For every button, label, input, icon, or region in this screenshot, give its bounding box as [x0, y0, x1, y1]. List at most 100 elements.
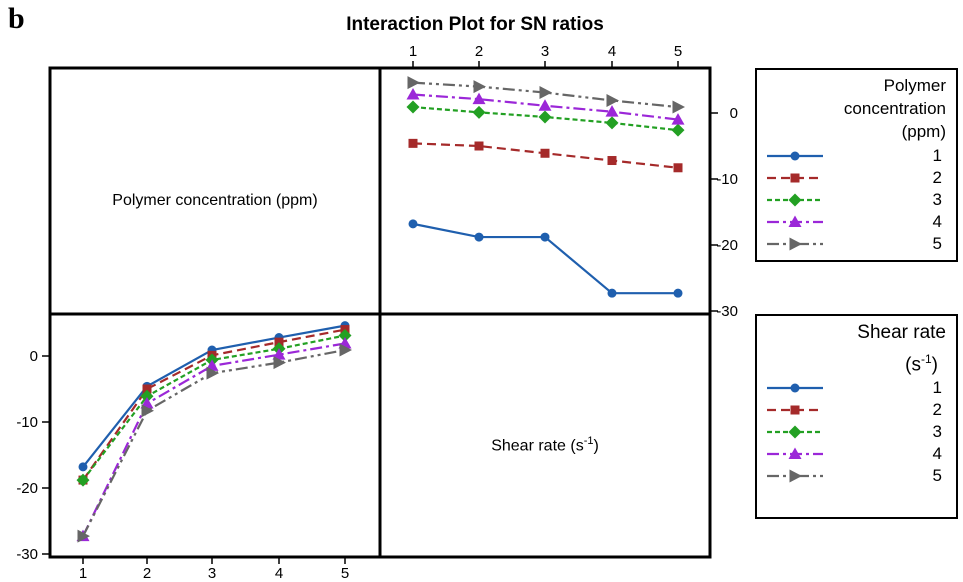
data-point-1 [408, 219, 418, 229]
top-right-panel: 1 2 3 4 5 0 -10 -20 -30 [406, 43, 738, 320]
legend-polymer-title-line: concentration [843, 99, 946, 118]
legend-label: 4 [932, 212, 942, 231]
y-tick-label: -10 [716, 171, 738, 188]
data-point-3 [605, 116, 619, 130]
legend-entry: 5 [757, 466, 956, 486]
legend-polymer-title: Polymer concentration (ppm) [844, 74, 946, 143]
data-point-4 [671, 113, 685, 125]
data-point-1 [607, 288, 617, 298]
data-point-2 [274, 337, 284, 347]
legend-shear-title-sup: -1 [921, 352, 932, 366]
legend-entry: 4 [757, 212, 956, 232]
y-tick-label: -20 [716, 237, 738, 254]
legend-marker [788, 425, 802, 439]
legend-swatch [767, 469, 823, 483]
x-tick-label: 1 [409, 43, 417, 60]
legend-shear-title: Shear rate (s-1) [857, 320, 946, 378]
data-point-1 [673, 288, 683, 298]
series-line-5 [412, 81, 679, 109]
legend-swatch [767, 151, 823, 161]
bottom-left-panel: 1 2 3 4 5 0 -10 -20 -30 [16, 321, 352, 582]
data-point-4 [605, 105, 619, 117]
data-point-2 [474, 141, 484, 151]
data-point-2 [408, 138, 418, 148]
legend-swatch [767, 425, 823, 439]
legend-entry: 3 [757, 422, 956, 442]
legend-marker [789, 237, 802, 251]
y-tick-label: -30 [716, 303, 738, 320]
polymer-diagonal-label: Polymer concentration (ppm) [112, 192, 318, 209]
legend-swatch [767, 237, 823, 251]
y-tick-label: -30 [16, 546, 38, 563]
legend-shear-title-close: ) [931, 354, 938, 376]
data-point-3 [406, 100, 420, 114]
data-point-5 [606, 93, 619, 107]
legend-marker [788, 215, 802, 227]
legend-polymer: Polymer concentration (ppm) 1 2 3 4 5 [755, 68, 958, 262]
legend-swatch [767, 215, 823, 227]
legend-label: 3 [932, 422, 942, 441]
shear-label-main: Shear rate (s [491, 437, 584, 455]
data-point-4 [406, 88, 420, 100]
x-tick-label: 2 [143, 565, 151, 582]
series-line-5 [82, 348, 346, 537]
data-point-3 [76, 473, 90, 487]
data-point-3 [338, 329, 352, 343]
x-tick-label: 4 [275, 565, 283, 582]
data-point-3 [538, 110, 552, 124]
data-point-4 [272, 348, 286, 360]
x-tick-label: 1 [79, 565, 87, 582]
data-point-5 [206, 366, 219, 380]
x-tick-label: 2 [475, 43, 483, 60]
data-point-2 [540, 148, 550, 158]
y-tick-label: 0 [30, 348, 38, 365]
data-point-5 [273, 356, 286, 370]
legend-swatch [767, 193, 823, 207]
data-point-1 [78, 462, 88, 472]
data-point-3 [140, 389, 154, 403]
legend-polymer-title-line: (ppm) [901, 122, 946, 141]
legend-swatch [767, 173, 823, 183]
legend-swatch [767, 405, 823, 415]
legend-shear-title-main: (s [905, 354, 921, 376]
legend-label: 3 [932, 190, 942, 209]
legend-marker [788, 193, 802, 207]
legend-label: 4 [932, 444, 942, 463]
data-point-4 [472, 92, 486, 105]
legend-entry: 5 [757, 234, 956, 254]
legend-label: 1 [932, 378, 942, 397]
y-tick-label: -10 [16, 414, 38, 431]
legend-polymer-title-line: Polymer [883, 76, 946, 95]
series-line-4 [82, 342, 346, 537]
chart-title: Interaction Plot for SN ratios [346, 14, 604, 35]
data-point-1 [540, 232, 550, 242]
legend-marker [790, 405, 800, 415]
legend-label: 2 [932, 168, 942, 187]
legend-marker [788, 447, 802, 459]
legend-label: 5 [932, 466, 942, 485]
legend-shear-title-line: Shear rate [857, 322, 946, 343]
shear-label-sup: -1 [583, 435, 594, 447]
data-point-5 [339, 343, 352, 357]
x-tick-label: 3 [208, 565, 216, 582]
legend-entry: 2 [757, 400, 956, 420]
legend-entry: 1 [757, 378, 956, 398]
shear-diagonal-label: Shear rate (s-1) [390, 435, 700, 455]
legend-entry: 3 [757, 190, 956, 210]
data-point-2 [607, 156, 617, 166]
x-tick-label: 4 [608, 43, 616, 60]
data-point-5 [77, 529, 90, 543]
data-point-5 [672, 100, 685, 114]
x-tick-label: 3 [541, 43, 549, 60]
legend-entry: 4 [757, 444, 956, 464]
data-point-5 [473, 80, 486, 94]
legend-swatch [767, 447, 823, 459]
legend-label: 2 [932, 400, 942, 419]
legend-swatch [767, 383, 823, 393]
data-point-3 [472, 105, 486, 119]
legend-marker [790, 173, 800, 183]
legend-label: 5 [932, 234, 942, 253]
data-point-4 [538, 99, 552, 111]
data-point-5 [407, 76, 420, 90]
